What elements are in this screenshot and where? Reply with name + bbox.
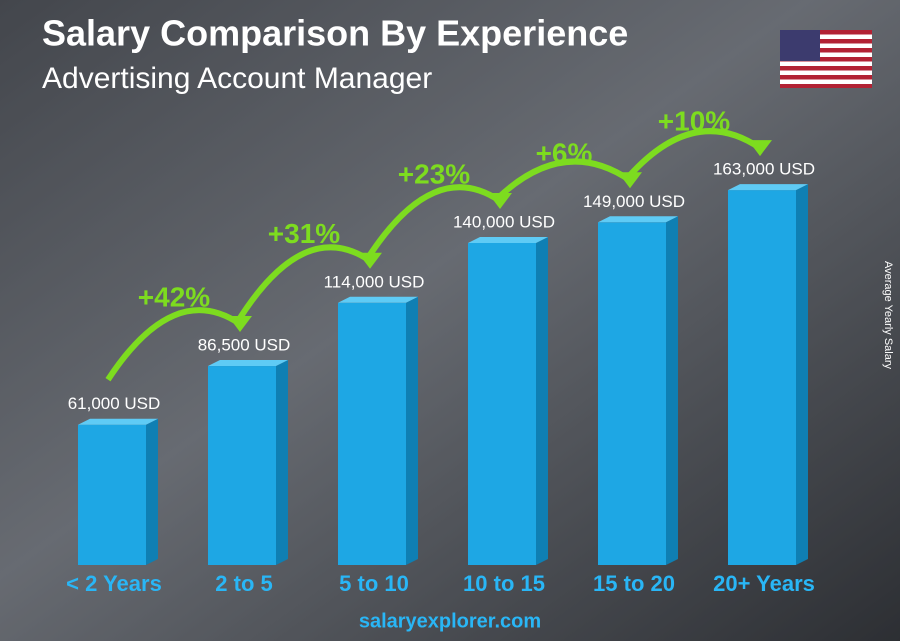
change-label: +6% [536,138,593,169]
value-label: 149,000 USD [583,192,685,211]
value-label: 61,000 USD [68,394,161,413]
change-arrowhead [748,140,772,157]
bar-side [666,216,678,566]
bar-side [796,184,808,565]
change-label: +31% [268,218,340,249]
change-label: +10% [658,105,730,136]
value-label: 114,000 USD [324,272,425,291]
change-arrowhead [358,252,382,269]
bar [338,302,406,565]
change-label: +23% [398,158,470,189]
bar-top [468,237,548,243]
bar-side [146,418,158,565]
footer: salaryexplorer.com [359,610,541,632]
value-label: 140,000 USD [453,212,555,231]
bar-top [728,184,808,191]
bar-top [208,360,288,367]
x-tick-label: 2 to 5 [215,571,272,596]
x-tick-label: 15 to 20 [593,571,675,596]
bar-side [276,360,288,565]
x-tick-label: < 2 Years [66,571,162,596]
value-label: 86,500 USD [198,336,291,355]
change-arrow [625,128,762,180]
flag [780,30,872,88]
bar-side [406,296,418,565]
bar [208,366,276,565]
change-arrow [105,307,242,382]
change-label: +42% [138,281,210,312]
change-arrow [235,244,372,323]
bar [468,243,536,565]
change-arrowhead [488,193,512,209]
x-tick-label: 20+ Years [713,571,815,596]
bar [728,190,796,565]
change-arrow [365,184,502,260]
bar-top [598,216,678,223]
change-arrowhead [228,316,252,333]
x-tick-label: 10 to 15 [463,571,545,596]
change-arrow [495,158,632,201]
value-label: 163,000 USD [713,160,815,179]
bar-side [536,237,548,565]
bar-top [338,296,418,303]
y-axis-label: Average Yearly Salary [882,261,894,370]
chart-subtitle: Advertising Account Manager [42,62,432,95]
chart-title: Salary Comparison By Experience [42,13,628,54]
bar-top [78,418,158,425]
bar [598,222,666,566]
x-tick-label: 5 to 10 [339,571,409,596]
bar [78,424,146,565]
change-arrowhead [618,172,642,189]
